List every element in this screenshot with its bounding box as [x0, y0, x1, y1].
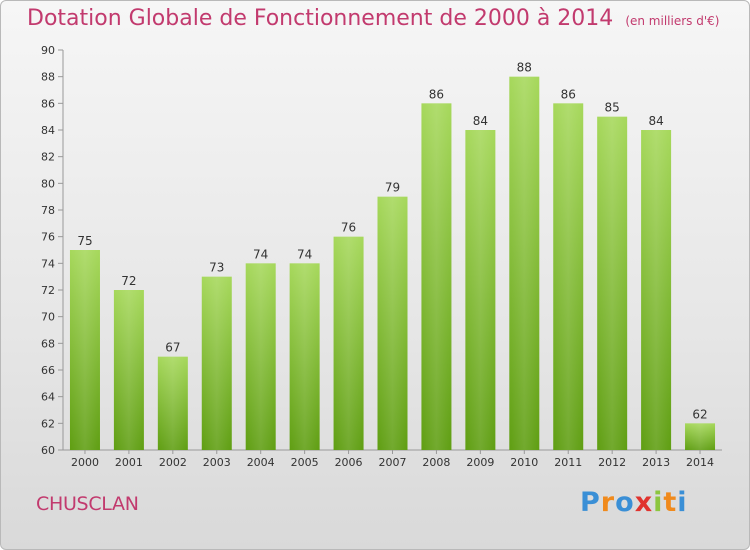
- value-label: 86: [561, 87, 576, 101]
- bar-highlight: [289, 263, 320, 450]
- value-label: 85: [605, 101, 620, 115]
- bar-highlight: [157, 356, 188, 450]
- x-tick-label: 2001: [115, 456, 143, 469]
- logo-letter: i: [653, 487, 664, 518]
- bar-highlight: [597, 116, 628, 451]
- x-tick-label: 2014: [686, 456, 714, 469]
- bar-highlight: [509, 76, 540, 451]
- y-tick-label: 72: [41, 284, 55, 297]
- y-tick-label: 88: [41, 71, 55, 84]
- y-tick-label: 82: [41, 151, 55, 164]
- bar-highlight: [641, 130, 672, 450]
- logo-letter: x: [634, 487, 654, 518]
- y-tick-label: 80: [41, 177, 55, 190]
- x-tick-label: 2000: [71, 456, 99, 469]
- y-tick-label: 70: [41, 311, 55, 324]
- value-label: 73: [209, 261, 224, 275]
- y-tick-label: 76: [41, 231, 55, 244]
- value-label: 74: [297, 247, 312, 261]
- y-tick-label: 66: [41, 364, 55, 377]
- x-tick-label: 2005: [291, 456, 319, 469]
- value-label: 62: [692, 407, 707, 421]
- bar-highlight: [685, 423, 716, 450]
- bar-highlight: [245, 263, 276, 450]
- x-tick-label: 2013: [642, 456, 670, 469]
- bar-highlight: [333, 236, 364, 450]
- x-tick-label: 2012: [598, 456, 626, 469]
- y-tick-label: 86: [41, 97, 55, 110]
- logo-letter: r: [600, 487, 616, 518]
- y-tick-label: 84: [41, 124, 55, 137]
- value-label: 88: [517, 61, 532, 75]
- value-label: 84: [473, 114, 488, 128]
- value-label: 86: [429, 87, 444, 101]
- y-tick-label: 62: [41, 417, 55, 430]
- y-tick-label: 78: [41, 204, 55, 217]
- bar-highlight: [465, 130, 496, 450]
- bar-highlight: [377, 196, 408, 450]
- x-tick-label: 2006: [335, 456, 363, 469]
- value-label: 76: [341, 221, 356, 235]
- value-label: 75: [77, 234, 92, 248]
- x-tick-label: 2002: [159, 456, 187, 469]
- proxiti-logo: Proxiti: [580, 487, 688, 518]
- bar-highlight: [201, 276, 232, 450]
- value-label: 72: [121, 274, 136, 288]
- logo-letter: o: [615, 487, 635, 518]
- x-tick-label: 2008: [422, 456, 450, 469]
- value-label: 74: [253, 247, 268, 261]
- x-tick-label: 2009: [466, 456, 494, 469]
- bar-highlight: [553, 103, 584, 450]
- chart-subtitle: (en milliers d'€): [625, 14, 720, 28]
- x-tick-label: 2007: [379, 456, 407, 469]
- value-label: 84: [648, 114, 663, 128]
- y-tick-label: 68: [41, 337, 55, 350]
- y-tick-label: 60: [41, 444, 55, 457]
- value-label: 79: [385, 181, 400, 195]
- y-tick-label: 64: [41, 391, 55, 404]
- y-tick-label: 90: [41, 44, 55, 57]
- logo-letter: i: [677, 487, 688, 518]
- y-tick-label: 74: [41, 257, 55, 270]
- bar-highlight: [421, 103, 452, 450]
- chart-title-text: Dotation Globale de Fonctionnement de 20…: [27, 6, 614, 31]
- x-tick-label: 2003: [203, 456, 231, 469]
- bars: [69, 76, 716, 451]
- bar-highlight: [69, 250, 100, 450]
- x-tick-label: 2010: [510, 456, 538, 469]
- value-label: 67: [165, 341, 180, 355]
- chart-title: Dotation Globale de Fonctionnement de 20…: [27, 6, 719, 31]
- x-tick-label: 2004: [247, 456, 275, 469]
- x-tick-label: 2011: [554, 456, 582, 469]
- logo-letter: t: [663, 487, 678, 518]
- commune-name: CHUSCLAN: [36, 493, 139, 515]
- logo-letter: P: [580, 487, 601, 518]
- value-labels: 75 72 67 73 74 74 76 79 86 84 88 86 85 84 62: [77, 61, 707, 422]
- bar-highlight: [113, 290, 144, 450]
